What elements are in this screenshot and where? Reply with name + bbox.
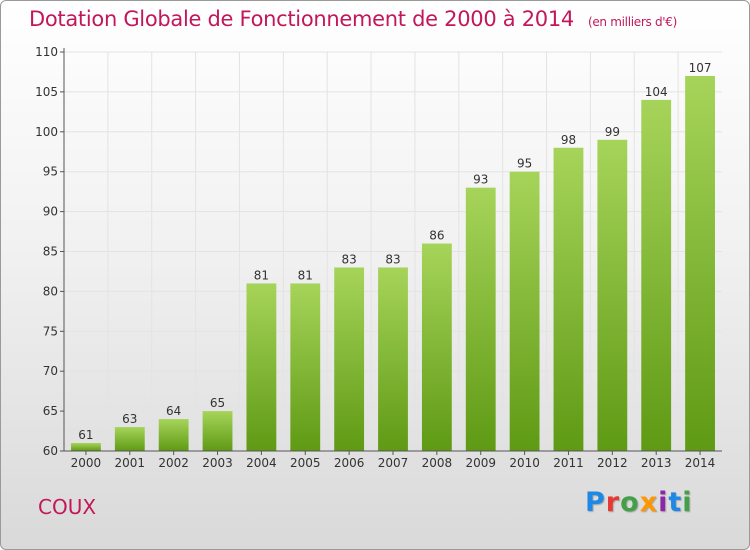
bars [71,75,715,451]
x-tick-label-2005: 2005 [290,456,321,470]
y-tick-label: 65 [43,404,58,418]
logo-letter: r [605,487,621,518]
logo-letter: i [682,487,693,518]
proxiti-logo[interactable]: Proxiti [585,487,693,518]
data-labels: 61 63 64 65 81 81 83 83 86 93 95 98 99 104 107 [78,61,711,442]
y-tick-label: 60 [43,444,58,458]
y-tick-label: 70 [43,364,58,378]
data-label-2002: 64 [166,404,181,418]
x-tick-label-2010: 2010 [509,456,540,470]
x-tick-label-2007: 2007 [378,456,409,470]
title-text: Dotation Globale de Fonctionnement de 20… [29,7,574,31]
bar-2013 [641,99,672,451]
data-label-2006: 83 [341,252,356,266]
logo-letter: P [585,487,606,518]
bar-2009 [465,187,496,451]
y-tick-label: 80 [43,284,58,298]
axes: 60 65 70 75 80 85 90 95 100 105 110 2000 2001 2002 200… [35,45,722,470]
x-tick-label-2006: 2006 [334,456,365,470]
y-tick-label: 100 [35,125,58,139]
data-label-2000: 61 [78,428,93,442]
bar-2010 [509,171,540,451]
bar-2008 [421,243,452,451]
x-tick-label-2013: 2013 [641,456,672,470]
y-tick-label: 75 [43,324,58,338]
data-label-2003: 65 [210,396,225,410]
bar-2002 [158,419,189,451]
logo-letter: i [658,487,669,518]
data-label-2007: 83 [385,252,400,266]
bar-2011 [553,147,584,451]
y-tick-label: 110 [35,45,58,59]
x-tick-label-2003: 2003 [202,456,233,470]
chart-title: Dotation Globale de Fonctionnement de 20… [29,7,677,31]
x-tick-label-2002: 2002 [158,456,189,470]
bar-2004 [246,283,277,451]
unit-note: (en milliers d'€) [587,15,677,29]
data-label-2004: 81 [254,268,269,282]
x-tick-label-2009: 2009 [465,456,496,470]
y-tick-label: 95 [43,165,58,179]
data-label-2010: 95 [517,157,532,171]
bar-2012 [597,139,628,451]
data-label-2008: 86 [429,229,444,243]
y-tick-label: 90 [43,205,58,219]
data-label-2013: 104 [645,85,668,99]
x-tick-label-2012: 2012 [597,456,628,470]
logo-letter: x [639,487,659,518]
data-label-2005: 81 [298,268,313,282]
bar-2000 [71,443,101,451]
bar-2001 [114,427,145,451]
x-tick-label-2011: 2011 [553,456,584,470]
x-tick-label-2014: 2014 [685,456,716,470]
y-tick-label: 85 [43,245,58,259]
bar-2005 [290,283,321,451]
x-tick-label-2008: 2008 [422,456,453,470]
bar-2007 [378,267,408,451]
data-label-2001: 63 [122,412,137,426]
data-label-2012: 99 [605,125,620,139]
bar-2006 [334,267,365,451]
logo-letter: t [668,487,683,518]
x-tick-label-2000: 2000 [71,456,102,470]
bar-2014 [685,75,715,451]
bar-2003 [202,411,233,451]
logo-letter: o [620,487,640,518]
data-label-2014: 107 [689,61,712,75]
x-tick-label-2001: 2001 [115,456,146,470]
x-tick-label-2004: 2004 [246,456,277,470]
y-tick-label: 105 [35,85,58,99]
data-label-2009: 93 [473,173,488,187]
data-label-2011: 98 [561,133,576,147]
commune-name: COUX [38,495,97,519]
